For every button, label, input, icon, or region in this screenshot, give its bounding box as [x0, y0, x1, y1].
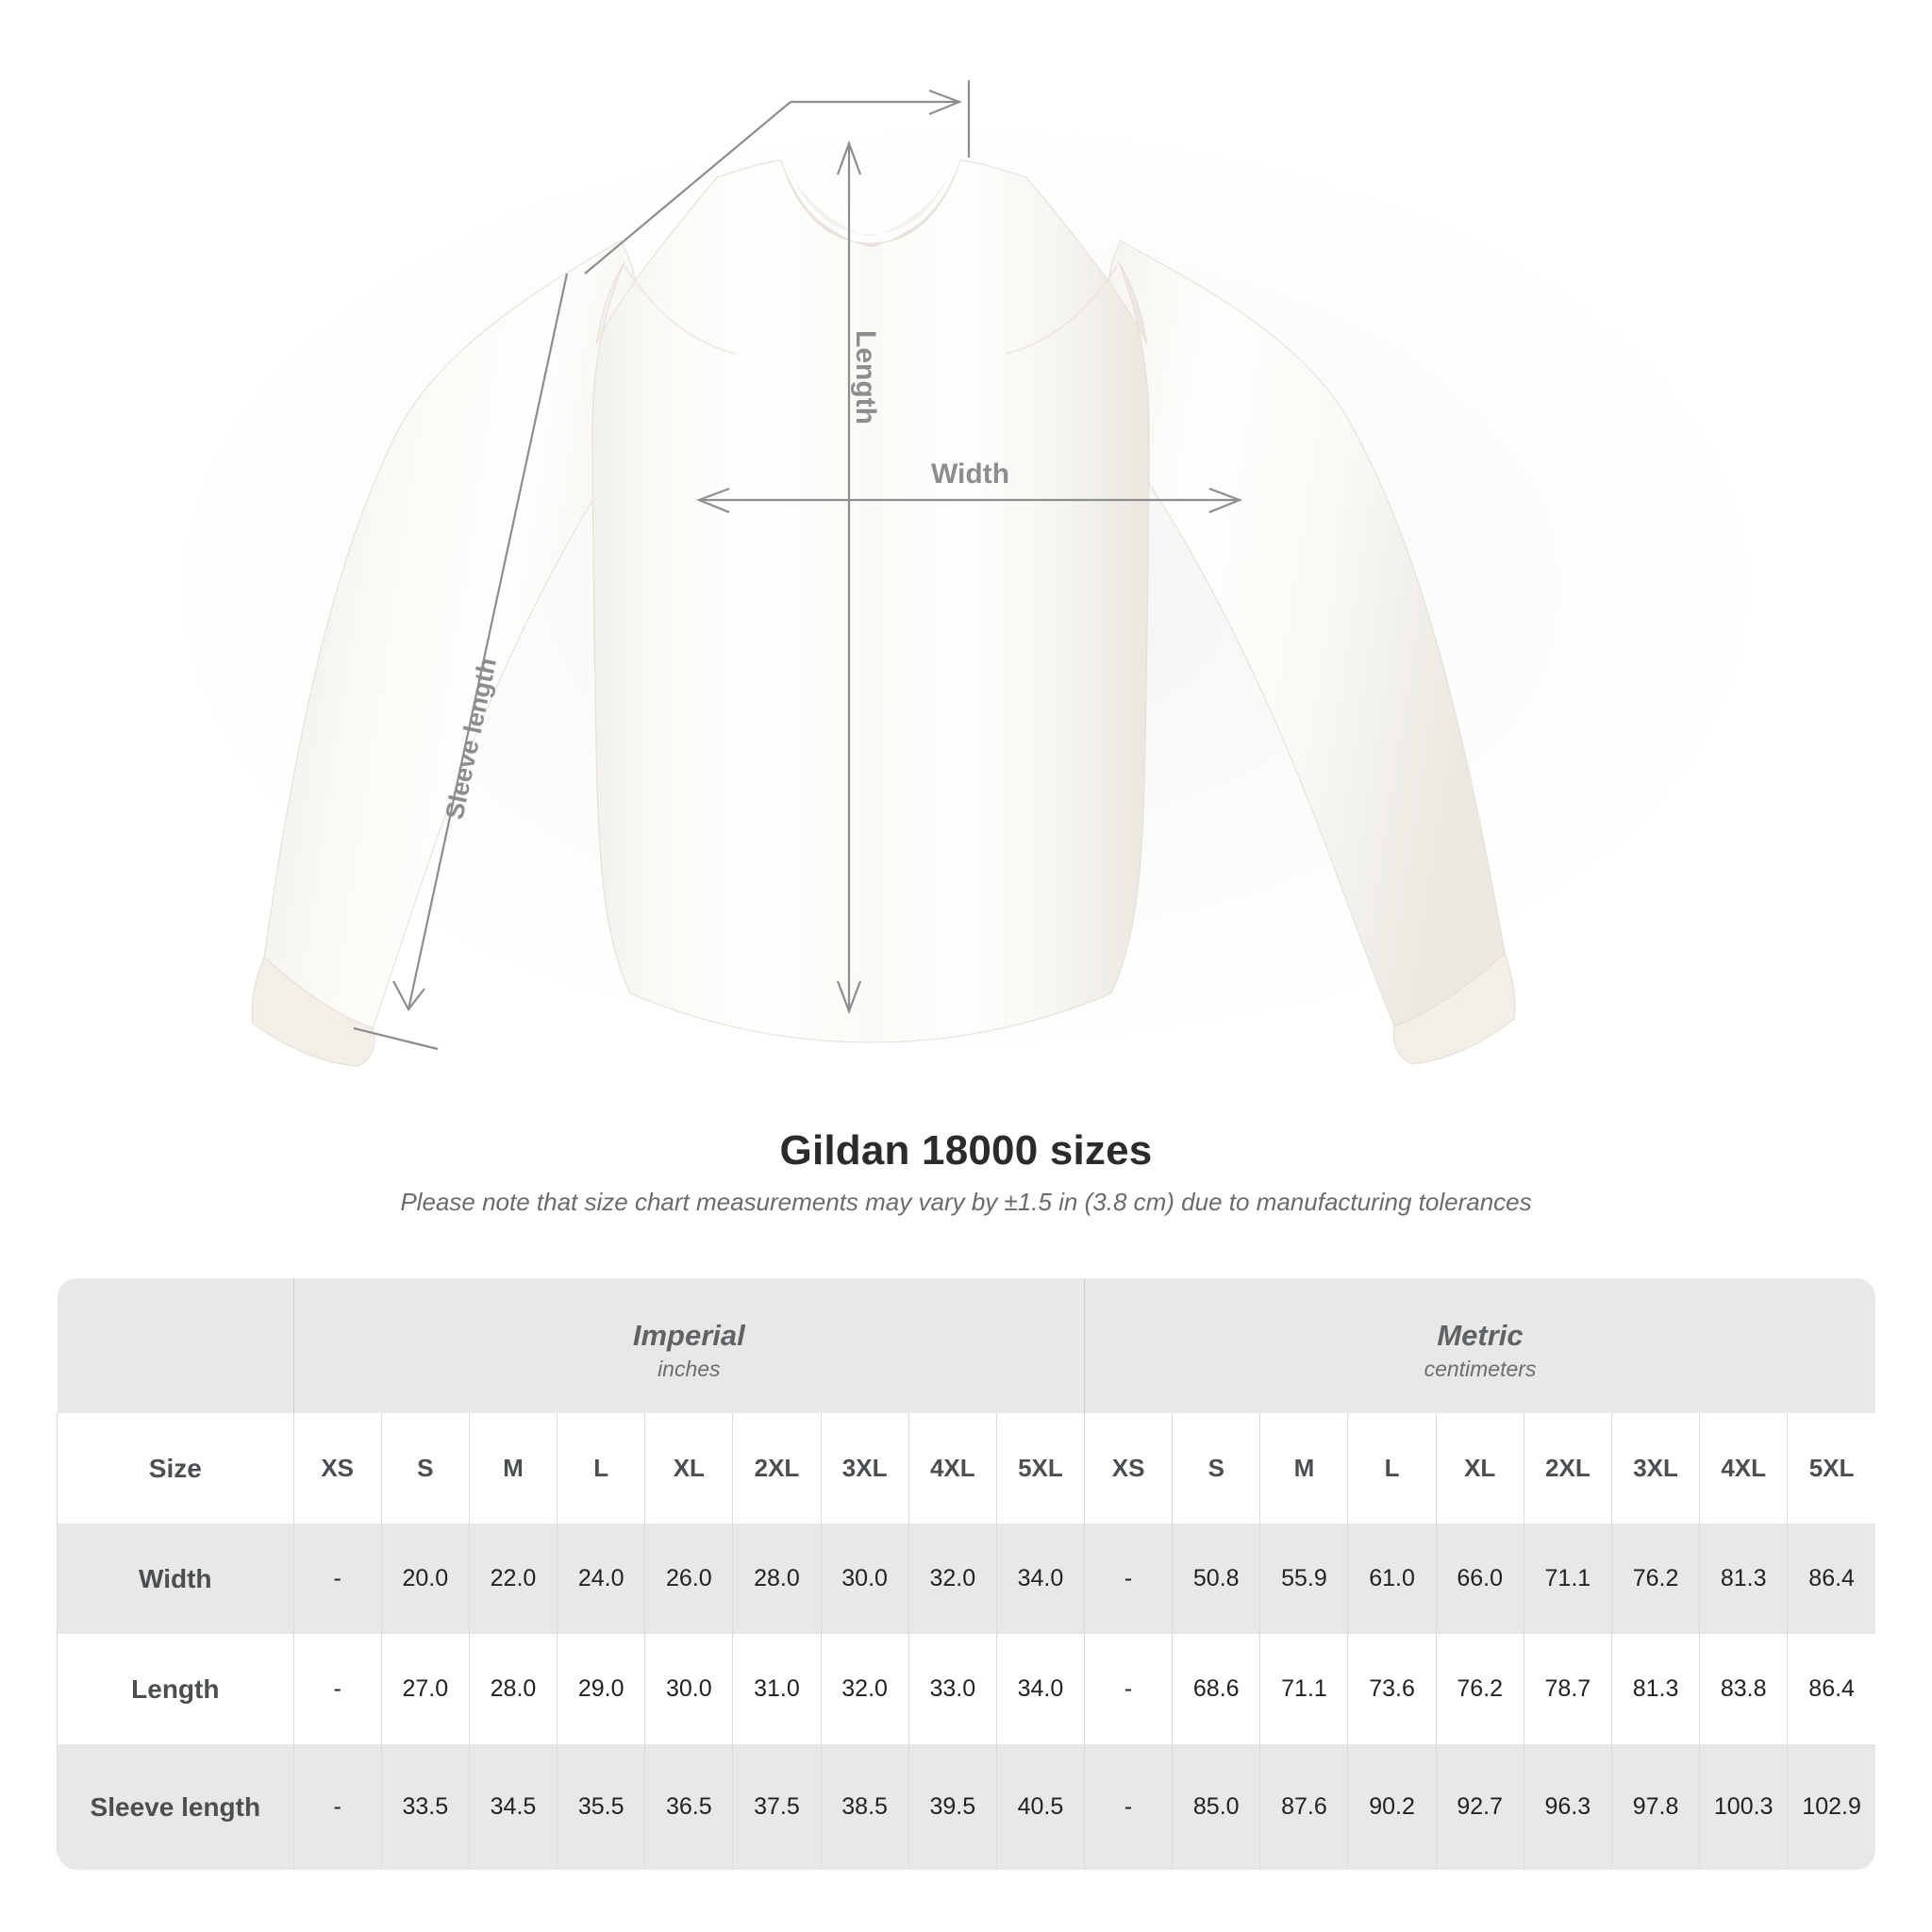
svg-text:Length: Length	[850, 330, 881, 425]
svg-text:Width: Width	[931, 458, 1009, 490]
